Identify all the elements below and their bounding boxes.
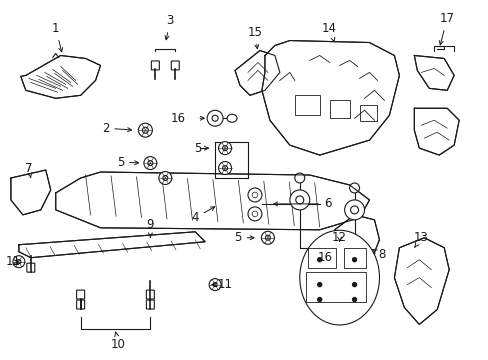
Circle shape [289,190,309,210]
Text: 12: 12 [331,231,346,244]
Polygon shape [413,55,453,90]
Text: 1: 1 [52,22,62,52]
Text: 15: 15 [247,26,262,49]
Text: 16: 16 [317,251,331,264]
Circle shape [261,231,274,244]
FancyBboxPatch shape [77,290,84,299]
Ellipse shape [294,173,304,183]
Circle shape [247,207,262,221]
Circle shape [17,260,21,264]
Circle shape [352,283,356,287]
Circle shape [317,283,321,287]
FancyBboxPatch shape [151,61,159,70]
Circle shape [159,171,171,184]
Text: 9: 9 [146,218,154,237]
Ellipse shape [299,230,379,325]
Polygon shape [413,108,458,155]
Circle shape [352,258,356,262]
Ellipse shape [349,183,359,193]
Text: 17: 17 [438,12,454,45]
Circle shape [247,188,262,202]
Polygon shape [235,50,279,95]
FancyBboxPatch shape [27,263,35,272]
FancyBboxPatch shape [329,100,349,118]
Polygon shape [262,41,399,155]
Circle shape [213,283,217,287]
Circle shape [222,146,227,150]
Circle shape [142,127,148,133]
Circle shape [317,258,321,262]
Circle shape [209,279,221,291]
Text: 5: 5 [194,141,208,155]
Text: 6: 6 [273,197,331,210]
FancyBboxPatch shape [146,290,154,299]
Circle shape [13,256,25,268]
Circle shape [350,206,358,214]
Ellipse shape [226,114,237,122]
Polygon shape [394,238,448,324]
Polygon shape [19,232,205,258]
Text: 2: 2 [102,122,131,135]
Text: 8: 8 [372,248,385,261]
Text: 13: 13 [413,231,428,247]
Text: 5: 5 [117,156,138,168]
FancyBboxPatch shape [171,61,179,70]
FancyBboxPatch shape [305,272,365,302]
Circle shape [344,200,364,220]
Text: 3: 3 [165,14,174,40]
Polygon shape [334,215,379,270]
Circle shape [138,123,152,137]
Circle shape [295,196,303,204]
Circle shape [207,110,223,126]
Circle shape [252,192,257,198]
Circle shape [147,161,153,166]
FancyBboxPatch shape [146,300,154,309]
Text: 16: 16 [170,112,185,125]
Circle shape [317,298,321,302]
Circle shape [218,162,231,175]
Text: 11: 11 [212,278,232,291]
Circle shape [163,176,167,180]
Circle shape [218,141,231,154]
Circle shape [222,166,227,171]
Circle shape [252,211,257,217]
FancyBboxPatch shape [359,105,377,121]
Text: 11: 11 [6,255,21,268]
FancyBboxPatch shape [77,300,84,309]
Text: 4: 4 [191,207,214,224]
Polygon shape [21,55,101,98]
Text: 10: 10 [111,332,126,351]
Circle shape [352,298,356,302]
Text: 5: 5 [234,231,254,244]
Text: 14: 14 [322,22,337,41]
Circle shape [212,115,218,121]
Circle shape [143,157,157,170]
Text: 7: 7 [25,162,33,177]
Polygon shape [11,170,51,215]
Circle shape [265,235,270,240]
Polygon shape [56,172,369,230]
FancyBboxPatch shape [343,248,365,268]
FancyBboxPatch shape [294,95,319,115]
FancyBboxPatch shape [307,248,335,268]
